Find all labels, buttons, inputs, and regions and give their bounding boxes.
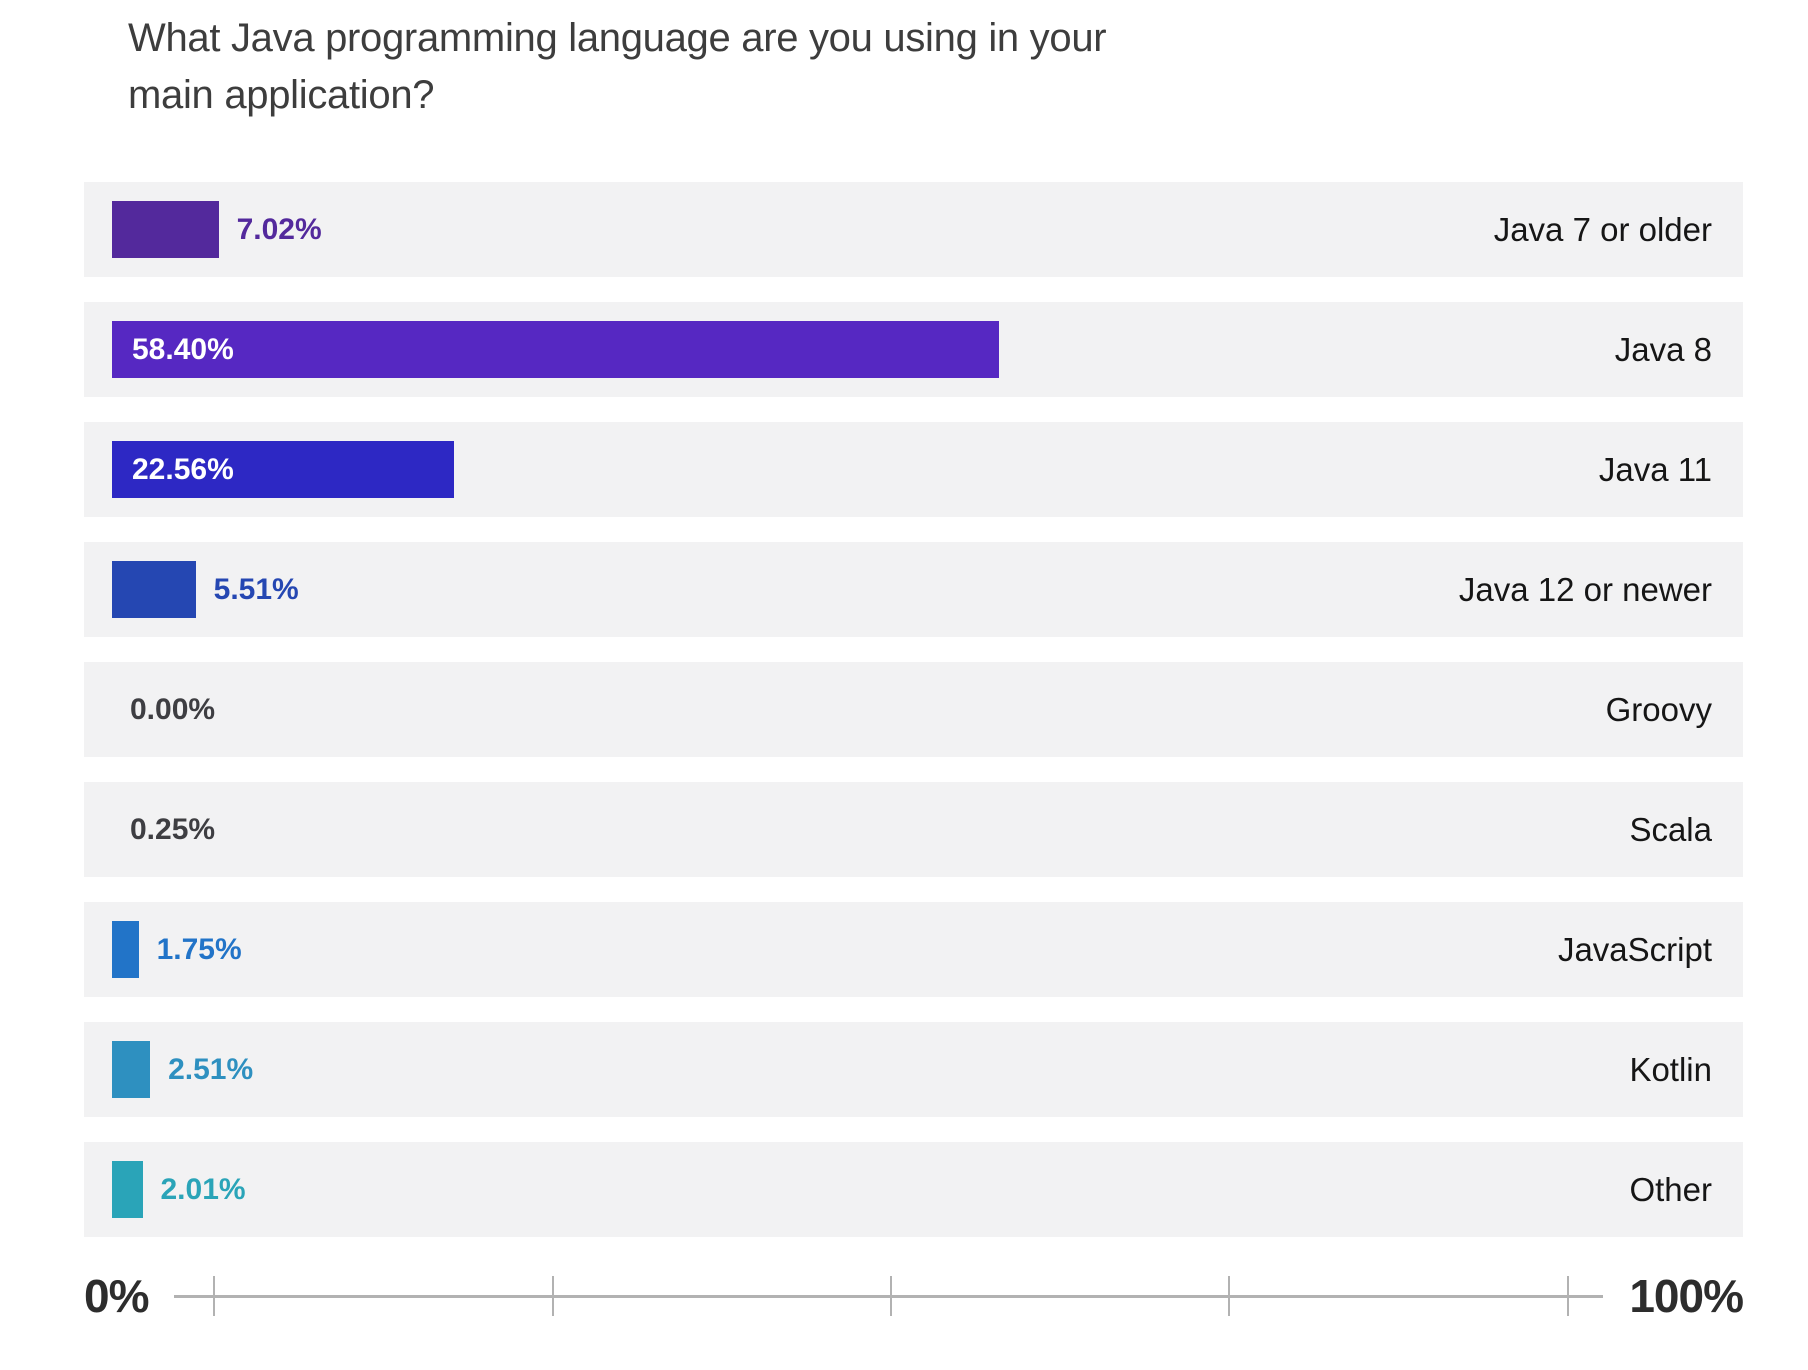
axis-line-wrap [174, 1273, 1604, 1319]
axis-max-label: 100% [1629, 1270, 1744, 1323]
axis-ticks [213, 1273, 1569, 1319]
bar-row: 58.40% Java 8 [84, 302, 1743, 398]
value-label: 0.25% [130, 813, 216, 847]
category-label: Java 8 [1614, 331, 1712, 369]
axis-tick [1566, 1276, 1569, 1317]
category-label: Kotlin [1629, 1051, 1712, 1089]
bar [112, 1161, 143, 1219]
value-label: 5.51% [213, 573, 299, 607]
bar-row: 2.51% Kotlin [84, 1022, 1743, 1118]
bar-row: 1.75% JavaScript [84, 902, 1743, 998]
axis-tick [1228, 1276, 1231, 1317]
category-label: Scala [1629, 811, 1712, 849]
category-label: Groovy [1605, 691, 1712, 729]
bar-row: 2.01% Other [84, 1142, 1743, 1238]
bar [112, 321, 999, 379]
bar [112, 561, 196, 619]
category-label: Java 7 or older [1493, 211, 1712, 249]
category-label: JavaScript [1557, 931, 1712, 969]
value-label: 2.51% [168, 1053, 254, 1087]
bar [112, 921, 139, 979]
axis-min-label: 0% [84, 1270, 149, 1323]
value-label: 58.40% [132, 333, 234, 367]
axis-tick [890, 1276, 893, 1317]
bar-row: 5.51% Java 12 or newer [84, 542, 1743, 638]
x-axis: 0% 100% [84, 1269, 1744, 1323]
bar-rows: 7.02% Java 7 or older 58.40% Java 8 22.5… [84, 182, 1743, 1238]
value-label: 2.01% [160, 1173, 246, 1207]
survey-bar-chart: What Java programming language are you u… [84, 0, 1744, 1323]
value-label: 22.56% [132, 453, 234, 487]
bar [112, 1041, 151, 1099]
bar [112, 201, 219, 259]
bar-row: 0.25% Scala [84, 782, 1743, 878]
axis-tick [213, 1276, 216, 1317]
category-label: Java 11 [1598, 451, 1712, 489]
value-label: 1.75% [156, 933, 242, 967]
bar-row: 22.56% Java 11 [84, 422, 1743, 518]
category-label: Other [1629, 1171, 1712, 1209]
bar [112, 441, 455, 499]
bar-row: 0.00% Groovy [84, 662, 1743, 758]
axis-tick [551, 1276, 554, 1317]
axis-line [174, 1295, 1604, 1299]
value-label: 7.02% [236, 213, 322, 247]
category-label: Java 12 or newer [1458, 571, 1712, 609]
value-label: 0.00% [130, 693, 216, 727]
bar-row: 7.02% Java 7 or older [84, 182, 1743, 278]
chart-title: What Java programming language are you u… [128, 16, 1107, 118]
